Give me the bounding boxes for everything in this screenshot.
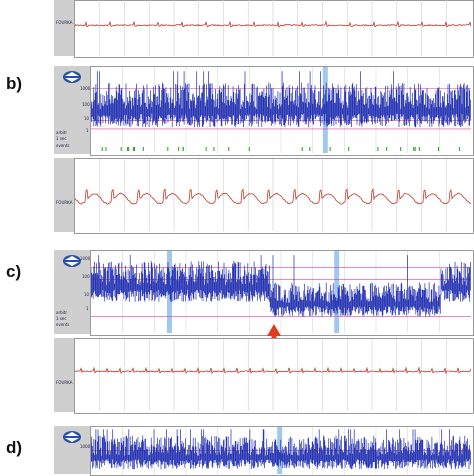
panel-b-channel-label: FOURKA [56, 200, 72, 205]
panel-b-label: b) [6, 74, 22, 94]
panel-c-side-label-sec: 1 sec [56, 316, 67, 321]
panel-c-tick-1000: 1000 [80, 256, 90, 261]
panel-d-sidebar [54, 426, 91, 474]
panel-b-ecg-sidebar [54, 158, 75, 232]
panel-a-sidebar [54, 0, 75, 56]
panel-b-tick-1: 1 [86, 128, 89, 133]
panel-c-label: c) [6, 262, 21, 282]
panel-b-side-label-arbitr: arbitr [56, 130, 67, 135]
panel-d-tick-1000: 1000 [80, 444, 90, 449]
panel-c-ecg-trace [75, 339, 471, 411]
panel-a-ecg-trace [75, 0, 471, 56]
panel-c-tick-100: 100 [82, 274, 90, 279]
panel-c-signal-plot [91, 251, 471, 333]
panel-b-side-label-events: events [56, 143, 69, 148]
panel-d-signal-plot [91, 427, 471, 474]
panel-b-ecg-trace [75, 159, 471, 231]
panel-c-side-label-arbitr: arbitr [56, 310, 67, 315]
panel-d-label: d) [6, 438, 22, 458]
panel-a-channel-label: FOURKA [56, 20, 72, 25]
panel-b-tick-1000: 1000 [80, 86, 90, 91]
panel-c-channel-label: FOURKA [56, 380, 72, 385]
panel-c-tick-10: 10 [84, 292, 89, 297]
panel-b-side-label-sec: 1 sec [56, 136, 67, 141]
panel-c-ecg-sidebar [54, 338, 75, 412]
dual-arrow-logo-icon[interactable] [62, 254, 82, 268]
panel-b-signal-plot [91, 67, 471, 153]
panel-b-tick-100: 100 [82, 102, 90, 107]
panel-c-side-label-events: events [56, 322, 69, 327]
dual-arrow-logo-icon[interactable] [62, 70, 82, 84]
panel-c-tick-1: 1 [86, 306, 89, 311]
dual-arrow-logo-icon[interactable] [62, 430, 82, 444]
panel-b-tick-10: 10 [84, 116, 89, 121]
